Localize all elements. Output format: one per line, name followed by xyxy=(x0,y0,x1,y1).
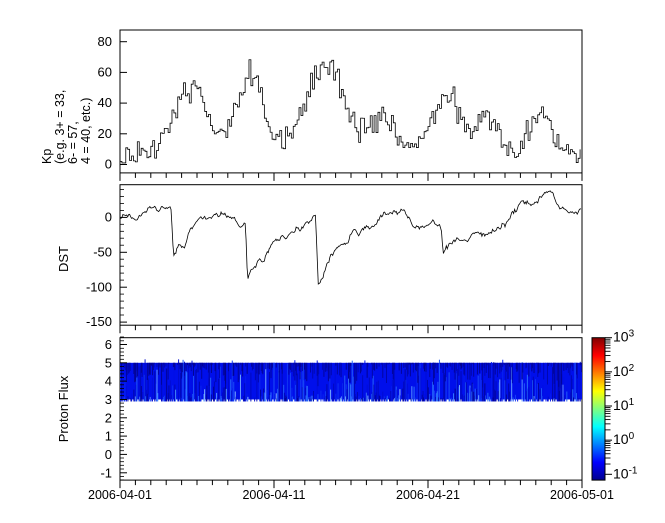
svg-text:2006-04-11: 2006-04-11 xyxy=(242,488,305,502)
svg-text:5: 5 xyxy=(105,355,112,370)
svg-text:-1: -1 xyxy=(100,465,112,480)
svg-text:80: 80 xyxy=(98,34,112,49)
svg-text:-150: -150 xyxy=(86,314,112,329)
svg-text:0: 0 xyxy=(105,157,112,172)
svg-text:4: 4 xyxy=(105,374,112,389)
svg-text:-100: -100 xyxy=(86,279,112,294)
svg-text:2006-05-01: 2006-05-01 xyxy=(550,488,614,502)
svg-text:DST: DST xyxy=(56,246,71,272)
svg-text:3: 3 xyxy=(105,392,112,407)
svg-text:6: 6 xyxy=(105,337,112,352)
svg-text:60: 60 xyxy=(98,65,112,80)
svg-text:Kp: Kp xyxy=(40,149,54,164)
svg-text:2: 2 xyxy=(105,410,112,425)
svg-text:-50: -50 xyxy=(93,245,112,260)
svg-text:Proton Flux: Proton Flux xyxy=(56,375,71,442)
svg-text:0: 0 xyxy=(105,210,112,225)
svg-text:2006-04-01: 2006-04-01 xyxy=(88,488,152,502)
svg-text:1: 1 xyxy=(105,429,112,444)
svg-text:6- = 57,: 6- = 57, xyxy=(66,121,80,164)
svg-text:20: 20 xyxy=(98,126,112,141)
svg-text:40: 40 xyxy=(98,95,112,110)
svg-text:(e.g. 3+ = 33,: (e.g. 3+ = 33, xyxy=(53,90,67,164)
svg-text:2006-04-21: 2006-04-21 xyxy=(396,488,460,502)
svg-text:0: 0 xyxy=(105,447,112,462)
svg-text:4 = 40, etc.): 4 = 40, etc.) xyxy=(79,98,93,164)
